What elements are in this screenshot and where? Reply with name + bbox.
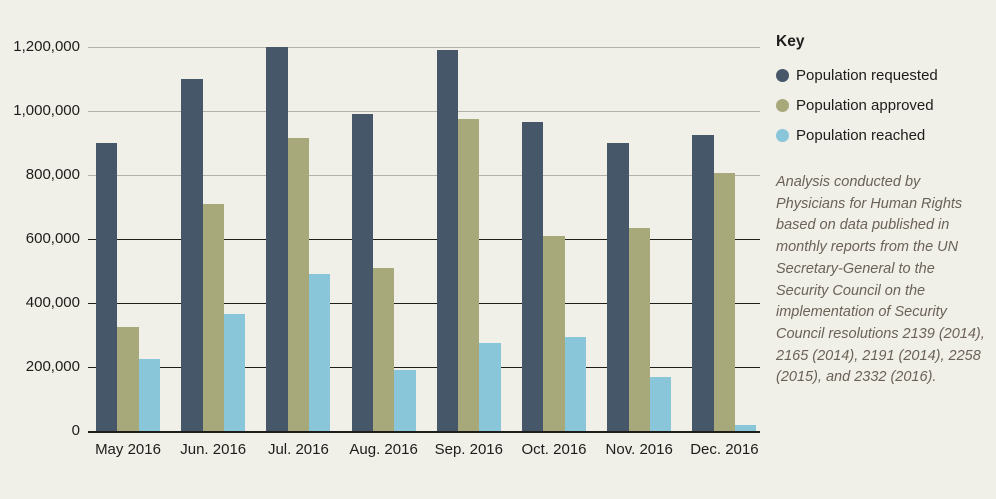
bar-population-requested: [181, 79, 203, 431]
bar-population-requested: [692, 135, 714, 431]
bar-population-requested: [351, 114, 373, 431]
bar-population-requested: [607, 143, 629, 431]
plot-area: [88, 47, 760, 433]
legend-swatch-circle-icon: [776, 128, 789, 142]
bar-group-sep-2016: [436, 47, 501, 431]
bar-population-approved: [628, 227, 650, 431]
x-tick-label: Sep. 2016: [434, 441, 503, 458]
legend-item-population-reached: Population reached: [776, 125, 990, 145]
bar-population-requested: [522, 122, 544, 431]
y-tick-label: 400,000: [25, 294, 80, 311]
bar-group-aug-2016: [351, 47, 416, 431]
gridline-800000: [88, 175, 760, 176]
bar-population-approved: [372, 267, 395, 431]
y-tick-label: 800,000: [25, 166, 80, 183]
bar-population-reached: [138, 359, 160, 431]
bar-population-approved: [713, 173, 736, 431]
y-tick-label: 0: [71, 422, 80, 439]
y-tick-label: 1,200,000: [13, 38, 80, 55]
gridline-1000000: [88, 111, 760, 112]
legend-item-label: Population approved: [796, 96, 934, 114]
x-tick-label: May 2016: [95, 441, 161, 458]
bar-group-oct-2016: [522, 47, 586, 431]
x-tick-label: Jul. 2016: [267, 441, 329, 458]
bar-population-requested: [266, 47, 288, 431]
bar-population-requested: [436, 50, 459, 431]
bar-population-reached: [394, 370, 416, 431]
bar-population-reached: [479, 343, 501, 431]
bar-population-reached: [564, 336, 586, 431]
bar-population-reached: [309, 274, 331, 431]
legend-item-label: Population requested: [796, 66, 938, 84]
legend-item-population-approved: Population approved: [776, 95, 990, 115]
bar-group-jun-2016: [181, 47, 246, 431]
legend-swatch-circle-icon: [776, 68, 789, 82]
bar-group-may-2016: [96, 47, 160, 431]
bar-population-approved: [202, 203, 224, 431]
analysis-note: Analysis conducted by Physicians for Hum…: [776, 174, 985, 386]
legend-item-population-requested: Population requested: [776, 65, 990, 85]
legend-swatch-circle-icon: [776, 98, 789, 112]
legend-title: Key: [776, 33, 805, 50]
gridline-200000: [88, 367, 760, 368]
legend-item-label: Population reached: [796, 126, 926, 144]
x-tick-label: Aug. 2016: [349, 441, 418, 458]
legend-items: Population requested Population approved P…: [776, 65, 990, 145]
bar-group-jul-2016: [266, 47, 331, 431]
bar-population-approved: [287, 138, 310, 431]
gridline-600000: [88, 239, 760, 240]
legend: Key Population requested Population appro…: [776, 33, 990, 155]
bar-population-approved: [458, 119, 480, 431]
y-tick-label: 1,000,000: [13, 102, 80, 119]
x-tick-label: Nov. 2016: [605, 441, 673, 458]
bar-population-reached: [223, 314, 246, 431]
bar-population-approved: [543, 235, 565, 431]
y-tick-label: 200,000: [25, 358, 80, 375]
gridline-400000: [88, 303, 760, 304]
bar-population-requested: [96, 143, 118, 431]
y-tick-label: 600,000: [25, 230, 80, 247]
bar-population-reached: [735, 424, 757, 431]
x-tick-label: Jun. 2016: [180, 441, 247, 458]
gridline-1200000: [88, 47, 760, 48]
bar-population-reached: [649, 376, 672, 431]
bar-population-approved: [117, 327, 139, 431]
x-tick-label: Dec. 2016: [690, 441, 759, 458]
bar-group-dec-2016: [692, 47, 757, 431]
x-tick-label: Oct. 2016: [521, 441, 587, 458]
bar-group-nov-2016: [607, 47, 672, 431]
